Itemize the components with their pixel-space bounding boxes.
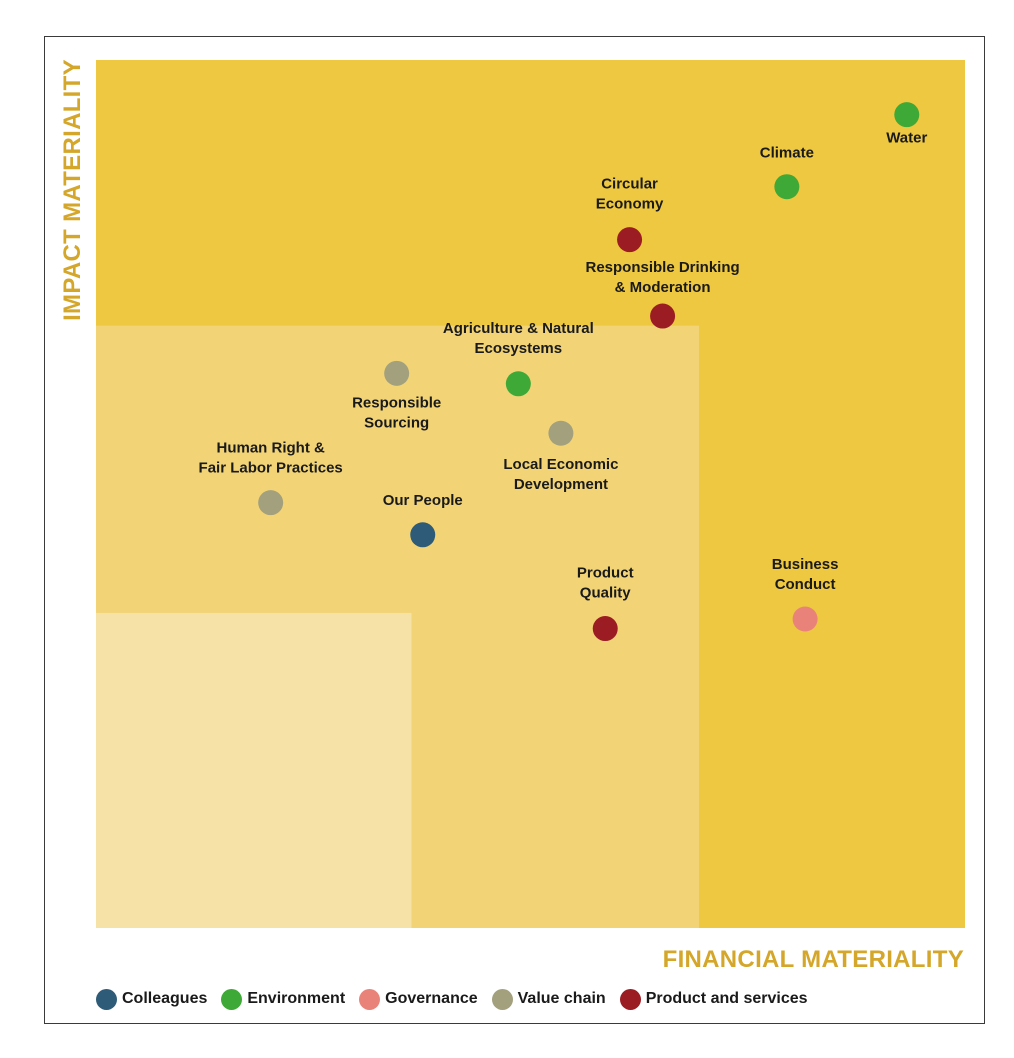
point-label: Business Conduct: [772, 556, 839, 593]
point-marker: [650, 303, 676, 329]
point-marker: [617, 227, 643, 253]
point-label: Local Economic Development: [503, 456, 618, 493]
zone-low: [96, 612, 412, 928]
point-marker: [258, 490, 284, 516]
point-human-right-and-fair-labor-practices: Human Right & Fair Labor Practices: [199, 440, 343, 516]
point-climate: Climate: [760, 145, 814, 200]
point-marker: [774, 174, 800, 200]
point-business-conduct: Business Conduct: [772, 556, 839, 632]
points-layer: Water Climate Circular Economy Responsible D…: [199, 102, 927, 642]
point-circular-economy: Circular Economy: [596, 176, 664, 253]
legend-label: Environment: [247, 990, 346, 1007]
legend-label: Product and services: [645, 990, 808, 1007]
legend-item-product-and-services: Product and services: [619, 988, 808, 1010]
point-label: Responsible Sourcing: [352, 394, 441, 431]
x-axis-title: FINANCIAL MATERIALITY: [663, 946, 964, 973]
point-marker: [792, 606, 818, 632]
legend-label: Colleagues: [122, 990, 208, 1007]
point-marker: [894, 102, 920, 128]
point-marker: [410, 522, 436, 548]
point-label: Climate: [760, 145, 814, 162]
legend-swatch: [96, 988, 117, 1010]
y-axis-title: IMPACT MATERIALITY: [59, 59, 86, 321]
legend: Colleagues Environment Governance Value cha…: [96, 986, 808, 1012]
point-marker: [384, 360, 410, 386]
point-label: Human Right & Fair Labor Practices: [199, 440, 343, 477]
legend-label: Value chain: [517, 990, 606, 1007]
legend-swatch: [359, 988, 381, 1010]
legend-swatch: [221, 988, 243, 1010]
point-label: Agriculture & Natural Ecosystems: [443, 320, 594, 357]
point-water: Water: [886, 102, 927, 147]
point-responsible-sourcing: Responsible Sourcing: [352, 360, 441, 431]
point-marker: [548, 420, 574, 446]
point-responsible-drinking-and-moderation: Responsible Drinking & Moderation: [585, 259, 740, 329]
legend-label: Governance: [385, 990, 478, 1007]
point-label: Responsible Drinking & Moderation: [585, 259, 739, 296]
legend-item-colleagues: Colleagues: [96, 988, 208, 1010]
legend-item-environment: Environment: [221, 988, 346, 1010]
legend-swatch: [491, 988, 513, 1010]
point-product-quality: Product Quality: [577, 565, 634, 642]
legend-item-value-chain: Value chain: [491, 988, 606, 1010]
point-marker: [592, 616, 618, 642]
zones-layer: [96, 60, 965, 928]
point-our-people: Our People: [383, 492, 463, 548]
point-marker: [505, 371, 531, 397]
point-local-economic-development: Local Economic Development: [503, 420, 618, 493]
point-label: Water: [886, 130, 927, 147]
point-label: Circular Economy: [596, 176, 664, 213]
point-agriculture-and-natural-ecosystems: Agriculture & Natural Ecosystems: [443, 320, 594, 397]
legend-swatch: [619, 988, 641, 1010]
legend-item-governance: Governance: [359, 988, 478, 1010]
point-label: Our People: [383, 492, 463, 509]
point-label: Product Quality: [577, 565, 634, 602]
